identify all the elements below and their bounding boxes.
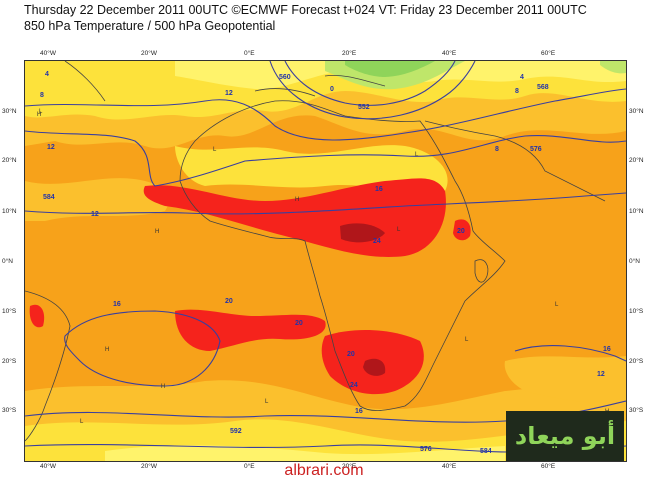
- coastline-madagascar: [474, 259, 489, 283]
- lon-label-bottom: 60°E: [541, 463, 556, 470]
- low-marker: L: [213, 147, 217, 153]
- field-southern-africa-hot: [363, 358, 386, 376]
- geopotential-contours: [25, 61, 626, 453]
- contour-592: [64, 310, 221, 387]
- coastline-south-america: [25, 290, 71, 442]
- temp-label: 4: [45, 71, 49, 78]
- low-marker: L: [80, 419, 84, 425]
- low-marker: L: [465, 337, 469, 343]
- high-marker: H: [155, 229, 159, 235]
- temp-label: 12: [47, 144, 55, 151]
- lat-label-right: 30°S: [629, 407, 644, 414]
- temp-label: 4: [520, 74, 524, 81]
- temp-label: 8: [40, 92, 44, 99]
- contour-552: [284, 61, 456, 106]
- lat-label-left: 20°S: [2, 358, 17, 365]
- temp-label: 20: [295, 320, 303, 327]
- map-subtitle: 850 hPa Temperature / 500 hPa Geopotenti…: [24, 19, 276, 33]
- lon-label-bottom: 20°E: [342, 463, 357, 470]
- site-url[interactable]: albrari.com: [284, 462, 364, 479]
- high-marker: H: [37, 112, 41, 118]
- field-sahara: [175, 145, 448, 193]
- low-marker: L: [265, 399, 269, 405]
- lat-label-right: 10°N: [629, 208, 644, 215]
- coastline-africa: [179, 100, 506, 411]
- temp-label: 0: [330, 86, 334, 93]
- temp-label: 12: [91, 211, 99, 218]
- lon-label-top: 20°E: [342, 50, 357, 57]
- watermark-logo: أبو ميعاد: [506, 411, 624, 461]
- lat-label-right: 0°N: [629, 258, 640, 265]
- high-marker: H: [295, 197, 299, 203]
- coastline-northwest: [64, 61, 106, 102]
- lat-label-left: 0°N: [2, 258, 13, 265]
- high-marker: H: [161, 384, 165, 390]
- weather-map: 4 8 12 16 20 24 12 8 16 20 24 20 16 12 8…: [25, 61, 626, 461]
- lat-label-left: 30°N: [2, 108, 17, 115]
- lon-label-top: 60°E: [541, 50, 556, 57]
- field-equatorial-hot: [340, 223, 385, 243]
- field-east-africa-warm: [453, 219, 471, 241]
- temp-label: 16: [375, 186, 383, 193]
- temp-label: 20: [225, 298, 233, 305]
- lon-label-bottom: 20°W: [141, 463, 157, 470]
- lon-label-bottom: 0°E: [244, 463, 255, 470]
- lat-label-left: 20°N: [2, 157, 17, 164]
- lat-label-left: 10°N: [2, 208, 17, 215]
- field-northeast-cold: [600, 61, 626, 74]
- low-marker: L: [39, 109, 43, 115]
- low-marker: L: [555, 302, 559, 308]
- field-atlantic-north: [25, 178, 169, 221]
- temp-label: 8: [495, 146, 499, 153]
- lat-label-right: 20°N: [629, 157, 644, 164]
- contour-576: [25, 130, 626, 187]
- coastline-arabia: [424, 120, 606, 202]
- field-indian-ocean: [504, 356, 626, 403]
- contour-560: [269, 61, 476, 120]
- field-north-cold-2: [345, 61, 435, 77]
- contour-indian: [514, 345, 626, 362]
- field-brazil-warm: [29, 304, 45, 328]
- contour-584: [25, 192, 626, 215]
- lat-label-right: 10°S: [629, 308, 644, 315]
- temp-label: 8: [515, 88, 519, 95]
- low-marker: L: [415, 152, 419, 158]
- low-marker: L: [397, 227, 401, 233]
- temp-label: 24: [350, 382, 358, 389]
- lon-label-top: 0°E: [244, 50, 255, 57]
- geopotential-label: 568: [537, 84, 549, 91]
- field-south-atlantic-warm: [175, 309, 326, 351]
- high-marker: H: [105, 347, 109, 353]
- temp-label: 20: [457, 228, 465, 235]
- field-south-3: [105, 445, 505, 461]
- lon-label-top: 40°E: [442, 50, 457, 57]
- contour-568: [25, 88, 626, 141]
- geopotential-label: 584: [480, 448, 492, 455]
- temp-label: 12: [597, 371, 605, 378]
- coastline-mediterranean: [254, 74, 386, 97]
- temp-label: 16: [355, 408, 363, 415]
- lat-label-left: 10°S: [2, 308, 17, 315]
- lat-label-left: 30°S: [2, 407, 17, 414]
- map-title: Thursday 22 December 2011 00UTC ©ECMWF F…: [24, 3, 587, 17]
- lon-label-top: 40°W: [40, 50, 56, 57]
- lon-label-bottom: 40°E: [442, 463, 457, 470]
- geopotential-label: 560: [279, 74, 291, 81]
- temp-label: 16: [113, 301, 121, 308]
- lon-label-bottom: 40°W: [40, 463, 56, 470]
- temp-label: 12: [225, 90, 233, 97]
- temp-label: 24: [373, 238, 381, 245]
- geopotential-label: 552: [358, 104, 370, 111]
- lat-label-right: 20°S: [629, 358, 644, 365]
- geopotential-label: 584: [43, 194, 55, 201]
- contour-576-south: [25, 444, 626, 453]
- temp-label: 20: [347, 351, 355, 358]
- geopotential-label: 576: [530, 146, 542, 153]
- map-panel[interactable]: 4 8 12 16 20 24 12 8 16 20 24 20 16 12 8…: [24, 60, 627, 462]
- lon-label-top: 20°W: [141, 50, 157, 57]
- temp-label: 16: [603, 346, 611, 353]
- geopotential-label: 592: [230, 428, 242, 435]
- lat-label-right: 30°N: [629, 108, 644, 115]
- geopotential-label: 576: [420, 446, 432, 453]
